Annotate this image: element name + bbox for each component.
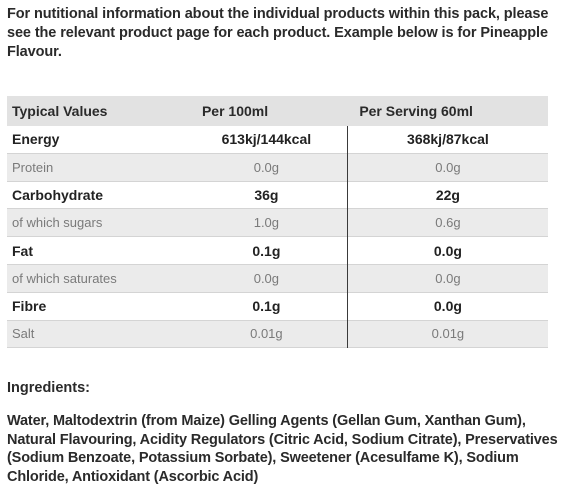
table-row-saturates: of which saturates 0.0g 0.0g bbox=[7, 264, 548, 293]
nutrition-table: Typical Values Per 100ml Per Serving 60m… bbox=[7, 96, 548, 348]
row-per-serving: 0.01g bbox=[431, 326, 465, 342]
row-label: Salt bbox=[12, 326, 35, 342]
row-label: Protein bbox=[12, 159, 54, 175]
row-per-serving: 368kj/87kcal bbox=[407, 131, 489, 148]
row-per-100ml: 0.1g bbox=[185, 292, 348, 321]
table-row-fat: Fat 0.1g 0.0g bbox=[7, 236, 548, 265]
header-typical-values: Typical Values bbox=[12, 103, 108, 119]
row-per-serving: 0.6g bbox=[435, 215, 461, 231]
row-per-serving: 0.0g bbox=[433, 298, 462, 315]
table-row-carbohydrate: Carbohydrate 36g 22g bbox=[7, 181, 548, 209]
ingredients-text: Water, Maltodextrin (from Maize) Gelling… bbox=[7, 413, 558, 485]
row-label: Fat bbox=[12, 242, 33, 259]
row-per-100ml: 0.01g bbox=[185, 320, 348, 348]
table-row-sugars: of which sugars 1.0g 0.6g bbox=[7, 208, 548, 237]
row-label: of which sugars bbox=[12, 215, 103, 231]
table-row-fibre: Fibre 0.1g 0.0g bbox=[7, 292, 548, 321]
row-per-serving: 22g bbox=[435, 186, 460, 203]
row-label: Carbohydrate bbox=[12, 186, 104, 203]
row-per-100ml: 0.0g bbox=[185, 153, 348, 182]
intro-note: For nutitional information about the ind… bbox=[7, 5, 559, 62]
row-per-serving: 0.0g bbox=[435, 159, 461, 175]
row-per-serving: 0.0g bbox=[433, 242, 462, 259]
row-per-100ml: 1.0g bbox=[185, 208, 348, 237]
intro-text: For nutitional information about the ind… bbox=[7, 6, 549, 60]
table-row-salt: Salt 0.01g 0.01g bbox=[7, 320, 548, 348]
row-per-100ml: 36g bbox=[185, 181, 348, 209]
row-per-100ml: 0.1g bbox=[185, 236, 348, 265]
row-label: Energy bbox=[12, 131, 60, 148]
ingredients-heading: Ingredients: bbox=[7, 380, 90, 396]
row-per-100ml: 0.0g bbox=[185, 264, 348, 293]
header-per-100ml: Per 100ml bbox=[201, 103, 269, 119]
table-row-energy: Energy 613kj/144kcal 368kj/87kcal bbox=[7, 126, 548, 154]
table-header-row: Typical Values Per 100ml Per Serving 60m… bbox=[7, 96, 548, 126]
table-row-protein: Protein 0.0g 0.0g bbox=[7, 153, 548, 182]
row-per-serving: 0.0g bbox=[435, 270, 461, 286]
header-per-serving: Per Serving 60ml bbox=[359, 103, 473, 119]
row-per-100ml: 613kj/144kcal bbox=[185, 126, 348, 154]
row-label: Fibre bbox=[12, 298, 47, 315]
row-label: of which saturates bbox=[12, 270, 117, 286]
